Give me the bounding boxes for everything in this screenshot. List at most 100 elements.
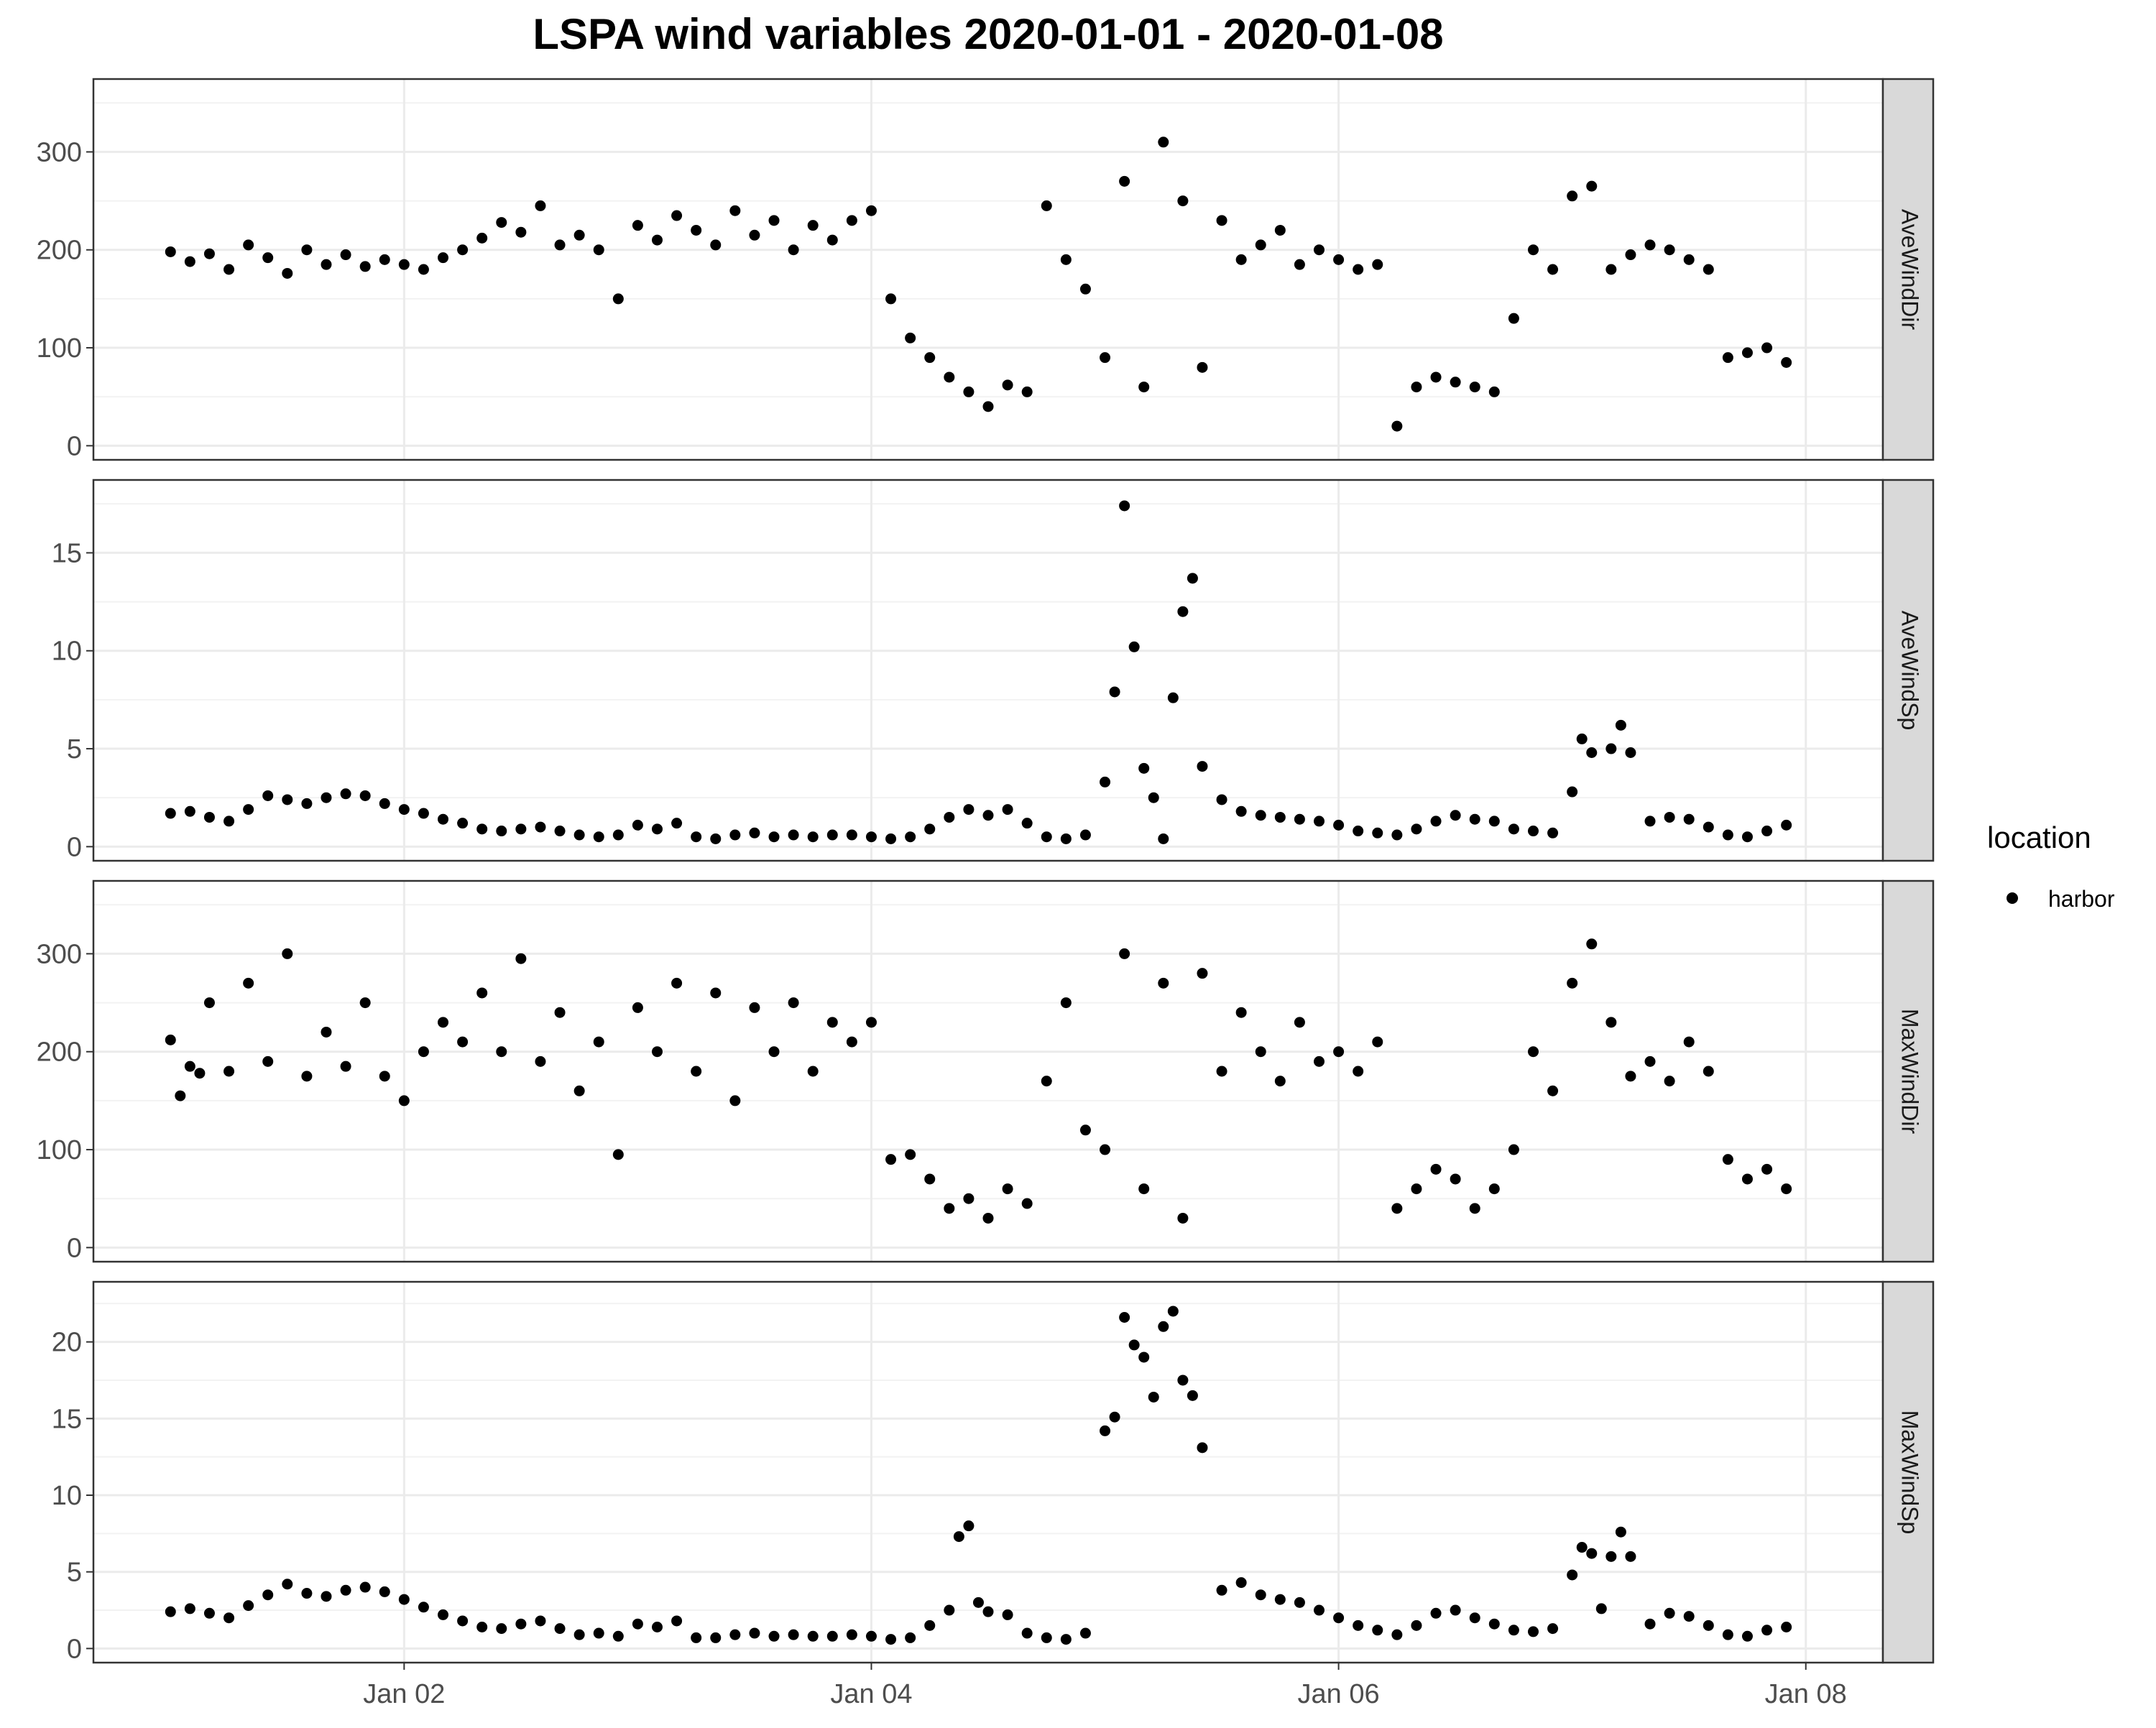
data-point: [1138, 1183, 1150, 1195]
data-point: [1527, 1626, 1539, 1637]
series-harbor-points: [165, 137, 1792, 432]
data-point: [1138, 762, 1150, 774]
data-point: [321, 1591, 332, 1602]
data-point: [1255, 810, 1266, 821]
data-point: [262, 1589, 274, 1601]
data-point: [1527, 826, 1539, 837]
data-point: [671, 818, 683, 829]
series-harbor-points: [165, 938, 1792, 1224]
data-point: [1187, 1390, 1198, 1401]
data-point: [1353, 1066, 1364, 1077]
data-point: [1703, 821, 1714, 833]
data-point: [788, 997, 799, 1009]
data-point: [963, 804, 975, 816]
facet-strip: AveWindDir: [1881, 78, 1935, 461]
data-point: [1781, 1183, 1792, 1195]
data-point: [1527, 1046, 1539, 1058]
data-point: [1294, 1597, 1305, 1608]
x-tick-label: Jan 08: [1765, 1679, 1847, 1709]
data-point: [612, 1149, 624, 1160]
data-point: [953, 1531, 964, 1543]
data-point: [438, 1609, 449, 1620]
data-point: [1664, 244, 1675, 256]
data-point: [612, 293, 624, 305]
data-point: [1450, 376, 1461, 388]
data-point: [1353, 826, 1364, 837]
facet-strip: AveWindSp: [1881, 479, 1935, 862]
data-point: [1547, 827, 1559, 838]
data-point: [1216, 794, 1227, 805]
facet-strip: MaxWindDir: [1881, 879, 1935, 1263]
data-point: [691, 224, 702, 236]
panel-MaxWindSp: 0 5 10 15 20 MaxWindSp: [52, 1280, 1935, 1664]
data-point: [1041, 1076, 1052, 1087]
data-point: [1391, 1629, 1403, 1640]
data-point: [573, 1629, 585, 1640]
data-point: [1274, 1076, 1286, 1087]
data-point: [1469, 1203, 1480, 1214]
data-point: [184, 1603, 195, 1614]
data-point: [1294, 259, 1305, 270]
data-point: [1041, 1632, 1052, 1643]
data-point: [1021, 1627, 1033, 1639]
data-point: [982, 1606, 994, 1617]
data-point: [1128, 1339, 1140, 1351]
x-tick-label: Jan 06: [1298, 1679, 1380, 1709]
data-point: [1741, 1630, 1753, 1642]
data-point: [1158, 833, 1169, 844]
data-point: [982, 401, 994, 412]
data-point: [691, 1066, 702, 1077]
data-point: [340, 788, 351, 800]
data-point: [321, 1026, 332, 1038]
data-point: [496, 1046, 507, 1058]
data-point: [1274, 224, 1286, 236]
data-point: [1197, 361, 1208, 373]
data-point: [1488, 816, 1500, 827]
data-point: [710, 1632, 722, 1643]
panel-MaxWindDir: 0 100 200 300 MaxWindDir: [37, 879, 1935, 1263]
data-point: [1430, 816, 1442, 827]
data-point: [1644, 239, 1656, 251]
data-point: [729, 1629, 741, 1640]
data-point: [515, 823, 527, 835]
data-point: [1722, 352, 1733, 364]
data-point: [224, 264, 235, 275]
data-point: [1372, 827, 1383, 838]
data-point: [243, 1600, 254, 1612]
data-point: [1216, 215, 1227, 226]
data-point: [379, 254, 390, 265]
data-point: [826, 234, 838, 246]
data-point: [885, 293, 897, 305]
data-point: [1060, 254, 1072, 265]
data-point: [515, 953, 527, 964]
data-point: [476, 823, 488, 835]
data-point: [963, 386, 975, 397]
data-point: [1128, 641, 1140, 652]
data-point: [262, 252, 274, 264]
data-point: [1469, 382, 1480, 393]
y-tick-label: 300: [37, 939, 82, 969]
data-point: [749, 229, 760, 241]
data-point: [1372, 1625, 1383, 1636]
data-point: [788, 829, 799, 841]
y-tick-label: 300: [37, 137, 82, 167]
data-point: [593, 1627, 604, 1639]
data-point: [1177, 1212, 1189, 1224]
data-point: [865, 1017, 877, 1028]
data-point: [768, 1630, 780, 1642]
data-point: [865, 1630, 877, 1642]
data-point: [496, 826, 507, 837]
data-point: [243, 804, 254, 816]
data-point: [1060, 997, 1072, 1009]
data-point: [1644, 1618, 1656, 1630]
panel-background: [93, 1282, 1883, 1663]
data-point: [1576, 733, 1588, 744]
data-point: [262, 790, 274, 801]
data-point: [535, 821, 546, 833]
data-point: [1235, 805, 1247, 817]
data-point: [321, 792, 332, 803]
data-point: [398, 1095, 410, 1106]
data-point: [1625, 1551, 1636, 1562]
data-point: [1002, 379, 1013, 391]
y-tick-label: 10: [52, 1481, 82, 1511]
